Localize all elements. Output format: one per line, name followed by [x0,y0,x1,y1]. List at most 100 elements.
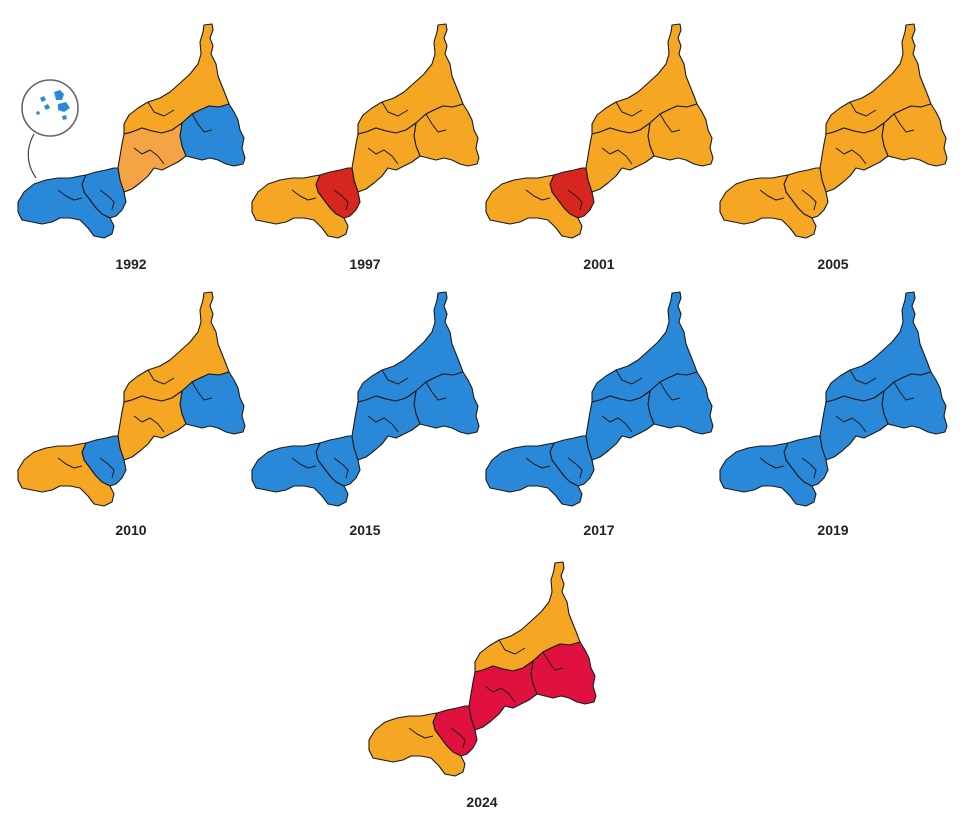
constituency-border [849,369,877,385]
constituency-border [615,101,643,117]
year-label: 1997 [349,256,381,272]
constituency-border [147,369,175,385]
region-west [17,174,115,239]
constituency-border [498,639,526,655]
constituency-border [601,147,633,165]
region-west [251,442,349,507]
region-west [719,442,817,507]
constituency-border [367,415,399,433]
constituency-border [425,113,447,133]
year-label: 2001 [583,256,615,272]
island-shape [44,104,50,110]
constituency-border [408,727,434,739]
region-northeast [881,371,948,435]
region-center [468,660,538,731]
region-west [719,174,817,239]
map-panel-2005: 2005 [716,20,950,272]
region-west [485,174,583,239]
constituency-border [835,415,867,433]
constituency-border [801,457,817,479]
map-panel-2019: 2019 [716,288,950,538]
cornwall-map-1992 [17,23,246,239]
map-panel-2024: 2024 [365,558,599,810]
region-center [585,122,655,193]
year-label: 2010 [115,522,147,538]
constituency-border [291,189,317,201]
year-label: 2017 [583,522,615,538]
constituency-border [893,113,915,133]
region-west [17,442,115,507]
constituency-border [525,457,551,469]
constituency-border [801,189,817,211]
constituency-border [133,415,165,433]
constituency-border [615,369,643,385]
island-shape [36,111,40,115]
region-northeast [647,371,714,435]
map-panel-1997: 1997 [248,20,482,272]
constituency-border [567,457,583,479]
constituency-border [659,113,681,133]
year-label: 2024 [466,794,498,810]
constituency-border [601,415,633,433]
cornwall-map-2001 [485,23,714,239]
region-northeast [647,103,714,167]
constituency-border [333,457,349,479]
cornwall-map-2024 [368,561,597,777]
region-center [819,122,889,193]
constituency-border [57,189,83,201]
cornwall-map-2019 [719,291,948,507]
constituency-border [133,147,165,165]
map-panel-2015: 2015 [248,288,482,538]
region-west [251,174,349,239]
constituency-border [484,685,516,703]
constituency-border [381,369,409,385]
region-center [117,390,187,461]
region-center [351,390,421,461]
region-west [485,442,583,507]
region-center [351,122,421,193]
map-panel-2010: 2010 [14,288,248,538]
constituency-border [659,381,681,401]
cornwall-map-2015 [251,291,480,507]
constituency-border [99,189,115,211]
year-label: 2005 [817,256,849,272]
constituency-border [525,189,551,201]
isles-of-scilly-inset [21,79,79,179]
constituency-border [191,113,213,133]
constituency-border [759,189,785,201]
region-center [819,390,889,461]
constituency-border [381,101,409,117]
cornwall-map-1997 [251,23,480,239]
island-shape [58,102,70,112]
region-northeast [413,371,480,435]
region-center [117,122,187,193]
constituency-border [333,189,349,211]
cornwall-map-2010 [17,291,246,507]
inset-leader-line [27,133,37,179]
cornwall-map-2005 [719,23,948,239]
constituency-border [99,457,115,479]
constituency-border [893,381,915,401]
region-northeast [413,103,480,167]
constituency-border [57,457,83,469]
island-shape [54,90,64,100]
constituency-border [450,727,466,749]
constituency-border [759,457,785,469]
year-label: 2019 [817,522,849,538]
year-label: 2015 [349,522,381,538]
map-panel-1992: 1992 [14,20,248,272]
constituency-border [835,147,867,165]
constituency-border [849,101,877,117]
year-label: 1992 [115,256,147,272]
constituency-border [367,147,399,165]
constituency-border [567,189,583,211]
constituency-border [425,381,447,401]
region-northeast [881,103,948,167]
constituency-border [147,101,175,117]
region-northeast [179,371,246,435]
map-panel-2001: 2001 [482,20,716,272]
constituency-border [291,457,317,469]
region-center [585,390,655,461]
cornwall-map-2017 [485,291,714,507]
map-panel-2017: 2017 [482,288,716,538]
